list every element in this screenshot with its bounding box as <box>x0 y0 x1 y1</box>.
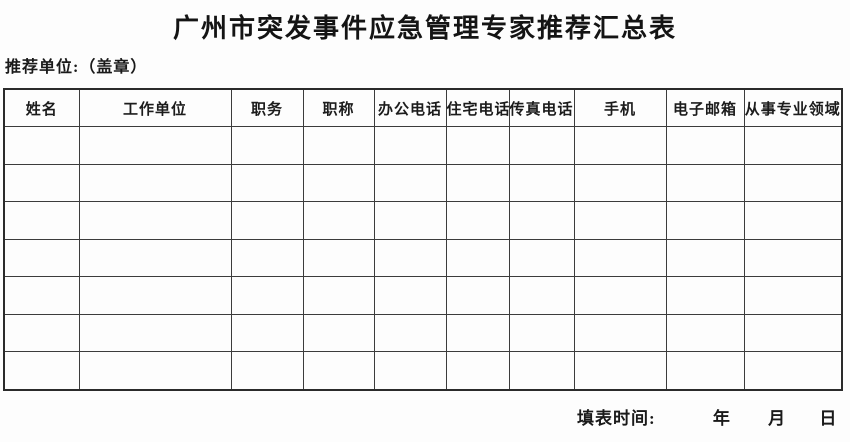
year-label: 年 <box>712 409 731 428</box>
empty-cell <box>445 313 510 352</box>
column-header-name: 姓名 <box>3 88 80 127</box>
empty-cell <box>230 351 304 390</box>
empty-cell <box>743 313 843 352</box>
empty-cell <box>445 126 510 165</box>
empty-cell <box>573 126 667 165</box>
empty-cell <box>3 238 80 277</box>
empty-cell <box>743 351 843 390</box>
empty-cell <box>743 238 843 277</box>
empty-table-row <box>3 313 843 352</box>
column-header-fax: 传真电话 <box>508 88 575 127</box>
empty-cell <box>665 238 745 277</box>
empty-cell <box>78 276 232 315</box>
empty-cell <box>665 126 745 165</box>
table-body <box>3 126 843 390</box>
empty-cell <box>445 201 510 240</box>
empty-cell <box>302 351 375 390</box>
empty-cell <box>445 238 510 277</box>
column-header-work-unit: 工作单位 <box>78 88 232 127</box>
fill-date-line: 填表时间: 年 月 日 <box>577 404 837 429</box>
empty-cell <box>508 126 575 165</box>
empty-cell <box>508 276 575 315</box>
empty-table-row <box>3 126 843 165</box>
empty-cell <box>230 276 304 315</box>
month-label: 月 <box>768 409 787 428</box>
day-label: 日 <box>819 409 838 428</box>
empty-cell <box>373 163 447 202</box>
column-header-home-phone: 住宅电话 <box>445 88 510 127</box>
empty-cell <box>78 126 232 165</box>
empty-cell <box>665 276 745 315</box>
empty-table-row <box>3 238 843 277</box>
empty-cell <box>665 313 745 352</box>
fill-date-label: 填表时间: <box>577 409 656 428</box>
empty-cell <box>508 351 575 390</box>
empty-cell <box>743 276 843 315</box>
empty-cell <box>3 313 80 352</box>
empty-cell <box>78 201 232 240</box>
empty-cell <box>445 276 510 315</box>
empty-cell <box>573 351 667 390</box>
empty-cell <box>373 313 447 352</box>
expert-recommendation-table: 姓名 工作单位 职务 职称 办公电话 住宅电话 传真电话 手机 电子邮箱 从事专… <box>3 88 843 391</box>
empty-cell <box>445 351 510 390</box>
empty-cell <box>373 126 447 165</box>
empty-cell <box>78 238 232 277</box>
empty-cell <box>302 201 375 240</box>
empty-cell <box>302 313 375 352</box>
empty-cell <box>743 126 843 165</box>
column-header-specialty-field: 从事专业领域 <box>743 88 843 127</box>
empty-cell <box>302 276 375 315</box>
page-title: 广州市突发事件应急管理专家推荐汇总表 <box>172 14 677 43</box>
empty-cell <box>665 201 745 240</box>
empty-cell <box>302 126 375 165</box>
empty-cell <box>3 163 80 202</box>
empty-cell <box>743 163 843 202</box>
empty-cell <box>573 201 667 240</box>
empty-cell <box>3 351 80 390</box>
empty-cell <box>373 351 447 390</box>
column-header-office-phone: 办公电话 <box>373 88 447 127</box>
empty-cell <box>445 163 510 202</box>
empty-cell <box>743 201 843 240</box>
empty-cell <box>373 238 447 277</box>
empty-table-row <box>3 351 843 390</box>
column-header-mobile: 手机 <box>573 88 667 127</box>
empty-cell <box>230 163 304 202</box>
empty-cell <box>302 238 375 277</box>
empty-table-row <box>3 276 843 315</box>
empty-cell <box>3 201 80 240</box>
empty-cell <box>573 238 667 277</box>
empty-cell <box>508 163 575 202</box>
empty-table-row <box>3 163 843 202</box>
empty-cell <box>3 276 80 315</box>
column-header-email: 电子邮箱 <box>665 88 745 127</box>
empty-cell <box>665 351 745 390</box>
empty-cell <box>230 201 304 240</box>
empty-cell <box>78 313 232 352</box>
empty-cell <box>302 163 375 202</box>
empty-cell <box>508 238 575 277</box>
empty-cell <box>508 313 575 352</box>
empty-table-row <box>3 201 843 240</box>
recommending-unit-label: 推荐单位:（盖章） <box>5 59 148 76</box>
empty-cell <box>78 351 232 390</box>
empty-cell <box>573 313 667 352</box>
empty-cell <box>230 313 304 352</box>
empty-cell <box>230 238 304 277</box>
empty-cell <box>373 201 447 240</box>
table-header-row: 姓名 工作单位 职务 职称 办公电话 住宅电话 传真电话 手机 电子邮箱 从事专… <box>3 88 843 127</box>
empty-cell <box>508 201 575 240</box>
column-header-title: 职称 <box>302 88 375 127</box>
empty-cell <box>78 163 232 202</box>
empty-cell <box>230 126 304 165</box>
empty-cell <box>573 276 667 315</box>
empty-cell <box>373 276 447 315</box>
empty-cell <box>665 163 745 202</box>
column-header-position: 职务 <box>230 88 304 127</box>
empty-cell <box>3 126 80 165</box>
empty-cell <box>573 163 667 202</box>
